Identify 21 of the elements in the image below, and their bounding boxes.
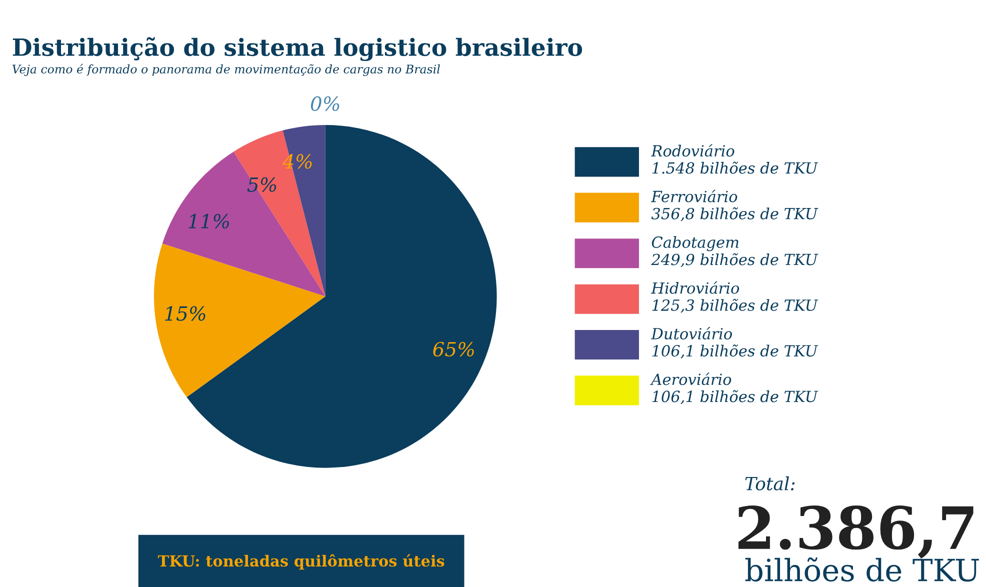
pie-slice — [162, 152, 326, 296]
legend-label: Cabotagem 249,9 bilhões de TKU — [651, 236, 818, 268]
data-label: 15% — [165, 306, 206, 321]
legend-label: Aeroviário 106,1 bilhões de TKU — [650, 372, 818, 404]
data-label: 65% — [433, 342, 474, 357]
legend-label: Hidroviário 125,3 bilhões de TKU — [650, 281, 818, 313]
data-label: 5% — [247, 177, 276, 192]
text: TKU: toneladas quilômetros úteis — [158, 554, 444, 570]
data-label: 11% — [188, 214, 229, 229]
chart-subtitle: Veja como é formado o panorama de movimentação de cargas no Brasil — [12, 64, 440, 76]
text: 2.386,7 — [738, 506, 974, 558]
legend-label: Dutoviário 106,1 bilhões de TKU — [650, 327, 818, 358]
legend-label: Rodoviário 1.548 bilhões de TKU — [650, 144, 818, 174]
pie-slice — [154, 243, 326, 398]
text: Total: — [745, 476, 795, 490]
pie-slice — [234, 130, 326, 296]
text: bilhões de TKU — [745, 557, 979, 582]
chart-title: Distribuição do sistema logistico brasileiro — [12, 37, 582, 62]
pie-slice — [282, 125, 326, 296]
legend-label: Ferroviário 356,8 bilhões de TKU — [650, 190, 818, 222]
text: 0% — [310, 96, 340, 111]
